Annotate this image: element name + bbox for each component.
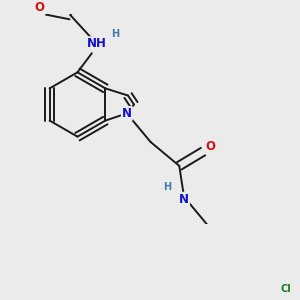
Text: H: H: [112, 29, 120, 39]
Text: O: O: [34, 2, 44, 14]
Text: Cl: Cl: [280, 284, 291, 294]
Text: O: O: [205, 140, 215, 153]
Text: N: N: [179, 193, 189, 206]
Text: NH: NH: [87, 37, 106, 50]
Text: H: H: [163, 182, 171, 192]
Text: N: N: [122, 107, 132, 120]
